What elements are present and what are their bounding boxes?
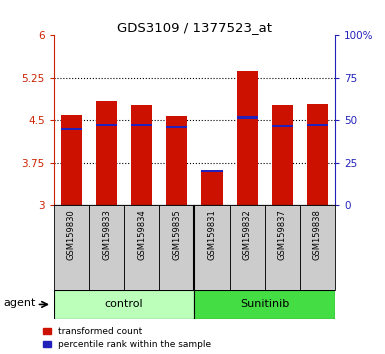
Bar xyxy=(61,115,82,205)
Bar xyxy=(131,124,152,126)
Text: GSM159830: GSM159830 xyxy=(67,210,76,260)
Bar xyxy=(264,205,300,290)
Legend: transformed count, percentile rank within the sample: transformed count, percentile rank withi… xyxy=(43,327,211,349)
Title: GDS3109 / 1377523_at: GDS3109 / 1377523_at xyxy=(117,21,272,34)
Text: GSM159834: GSM159834 xyxy=(137,210,146,260)
Bar xyxy=(124,205,159,290)
Bar xyxy=(229,205,265,290)
Bar xyxy=(131,104,152,205)
Bar xyxy=(307,104,328,205)
Bar xyxy=(89,205,124,290)
Text: control: control xyxy=(105,299,144,309)
Bar xyxy=(201,170,223,172)
Text: GSM159833: GSM159833 xyxy=(102,210,111,261)
Bar xyxy=(236,70,258,205)
Bar xyxy=(96,101,117,205)
Text: GSM159835: GSM159835 xyxy=(172,210,181,260)
Bar xyxy=(194,205,229,290)
Bar xyxy=(236,116,258,119)
Text: Sunitinib: Sunitinib xyxy=(240,299,289,309)
Bar xyxy=(54,205,89,290)
Bar xyxy=(166,116,187,205)
Text: GSM159832: GSM159832 xyxy=(243,210,252,260)
Bar xyxy=(272,125,293,127)
Text: GSM159838: GSM159838 xyxy=(313,210,322,261)
Bar xyxy=(300,205,335,290)
Text: agent: agent xyxy=(4,298,36,308)
Text: GSM159837: GSM159837 xyxy=(278,210,287,261)
Bar xyxy=(307,124,328,126)
Bar xyxy=(272,104,293,205)
Bar xyxy=(159,205,194,290)
Bar xyxy=(166,126,187,128)
Bar xyxy=(54,290,194,319)
Bar xyxy=(61,128,82,130)
Text: GSM159831: GSM159831 xyxy=(208,210,216,260)
Bar xyxy=(201,170,223,205)
Bar xyxy=(194,290,335,319)
Bar xyxy=(96,124,117,126)
